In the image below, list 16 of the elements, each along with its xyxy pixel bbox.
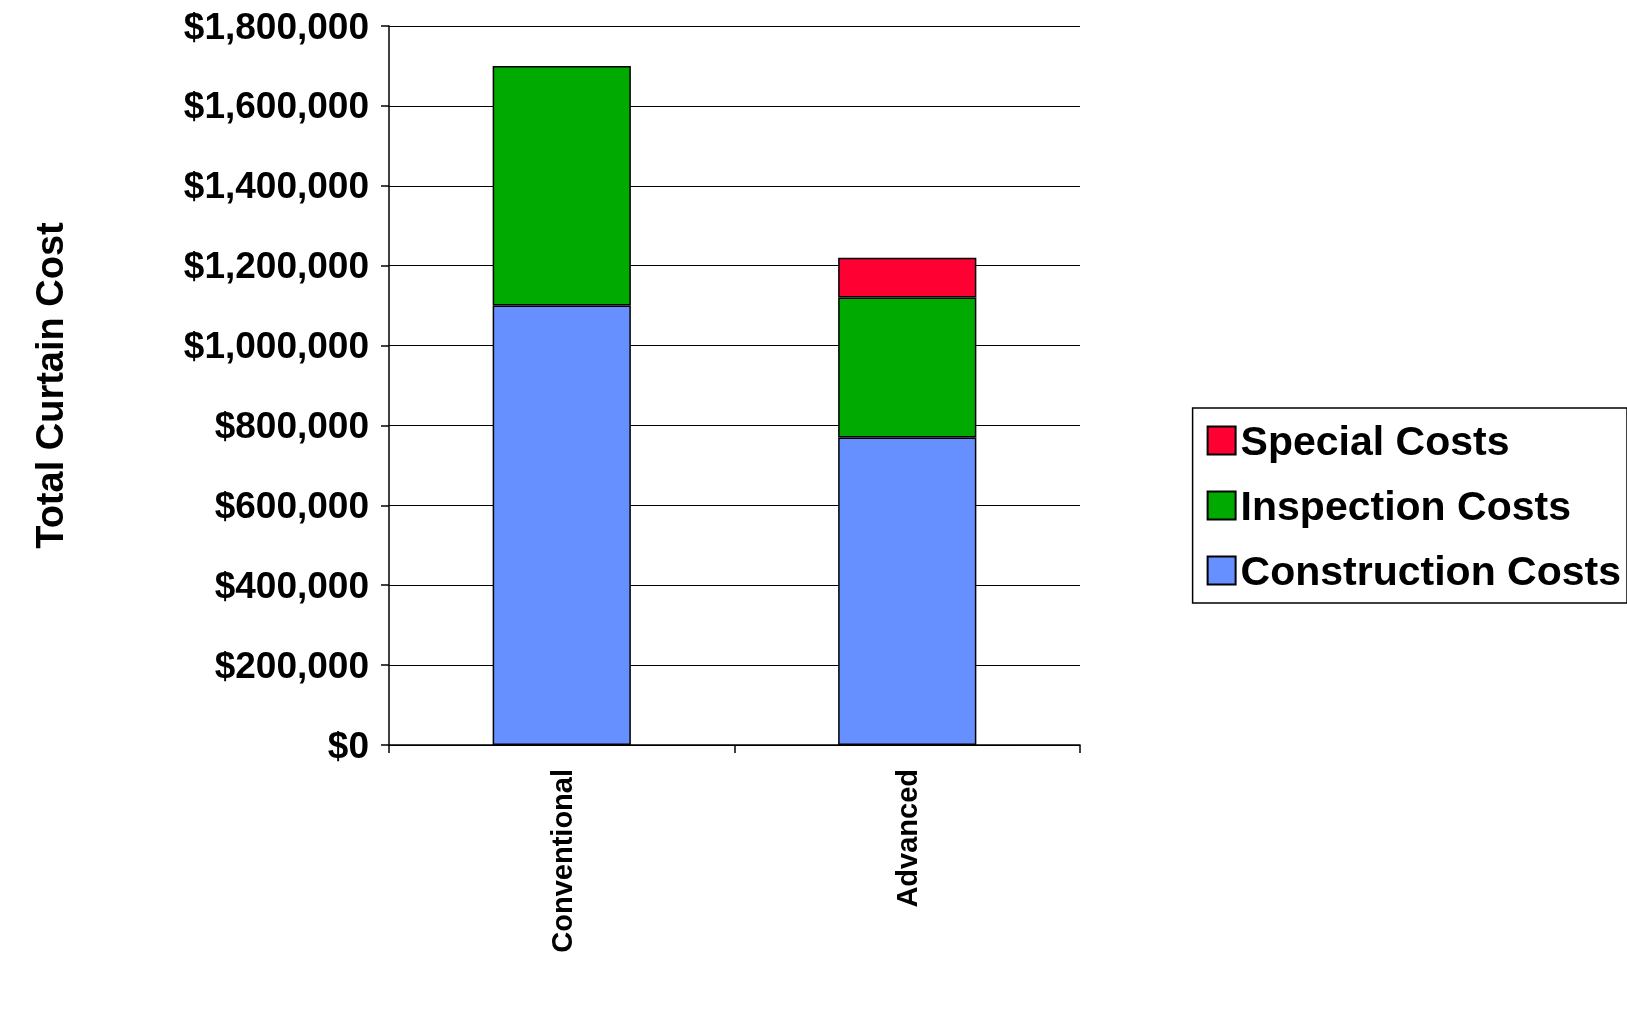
y-tick-label: $800,000 <box>214 404 369 446</box>
y-tick-label: $1,200,000 <box>183 245 369 287</box>
x-tick-label: Conventional <box>545 769 578 953</box>
y-tick-label: $1,600,000 <box>183 85 369 127</box>
legend-label: Special Costs <box>1240 417 1510 464</box>
legend-label: Inspection Costs <box>1240 482 1571 529</box>
y-tick-label: $1,000,000 <box>183 325 369 367</box>
y-tick-label: $400,000 <box>214 564 369 606</box>
y-axis-title: Total Curtain Cost <box>29 221 71 549</box>
y-tick-label: $1,800,000 <box>183 5 369 47</box>
y-tick-label: $200,000 <box>214 644 369 686</box>
y-tick-label: $0 <box>327 724 369 766</box>
y-tick-label: $600,000 <box>214 484 369 526</box>
legend-label: Construction Costs <box>1240 547 1622 594</box>
x-tick-label: Advanced <box>891 769 924 908</box>
y-tick-label: $1,400,000 <box>183 165 369 207</box>
